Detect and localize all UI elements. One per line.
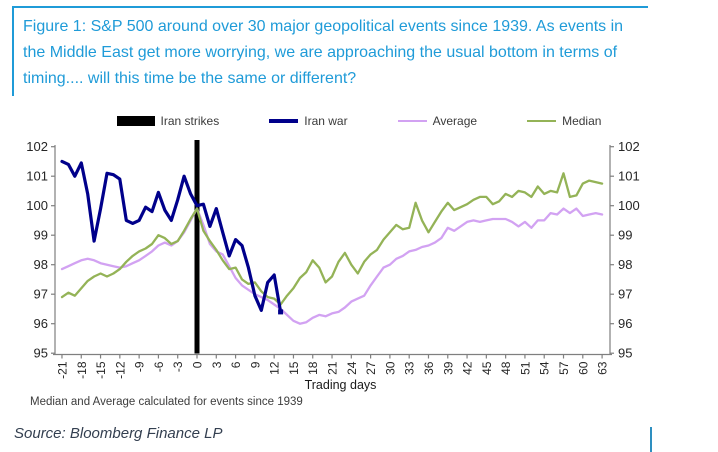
bottom-right-divider xyxy=(650,427,652,452)
legend-item-iran-strikes: Iran strikes xyxy=(116,114,220,128)
legend-label: Iran war xyxy=(304,114,348,128)
chart-legend: Iran strikes Iran war Average Median xyxy=(0,111,718,131)
legend-item-iran-war: Iran war xyxy=(269,114,348,128)
svg-text:97: 97 xyxy=(618,287,632,302)
svg-text:0: 0 xyxy=(191,361,205,368)
svg-text:27: 27 xyxy=(364,361,378,375)
svg-text:96: 96 xyxy=(34,316,48,331)
figure-title-box: Figure 1: S&P 500 around over 30 major g… xyxy=(12,6,648,96)
svg-text:102: 102 xyxy=(26,139,48,154)
svg-text:100: 100 xyxy=(618,198,640,213)
legend-label: Iran strikes xyxy=(160,114,220,128)
legend-item-average: Average xyxy=(397,114,478,128)
svg-text:-6: -6 xyxy=(152,361,166,372)
svg-text:Trading days: Trading days xyxy=(305,378,377,392)
svg-text:12: 12 xyxy=(268,361,282,375)
svg-text:97: 97 xyxy=(34,287,48,302)
legend-label: Median xyxy=(562,114,602,128)
iran-war-swatch xyxy=(269,119,299,123)
chart-footnote: Median and Average calculated for events… xyxy=(30,396,303,408)
svg-text:60: 60 xyxy=(576,361,590,375)
svg-text:-15: -15 xyxy=(94,361,108,379)
svg-text:24: 24 xyxy=(345,361,359,375)
figure-title: Figure 1: S&P 500 around over 30 major g… xyxy=(23,18,624,87)
source-text: Source: Bloomberg Finance LP xyxy=(14,425,223,442)
legend-item-median: Median xyxy=(527,114,601,128)
svg-text:-9: -9 xyxy=(133,361,147,372)
svg-text:39: 39 xyxy=(441,361,455,375)
svg-text:45: 45 xyxy=(480,361,494,375)
svg-text:102: 102 xyxy=(618,139,640,154)
svg-text:51: 51 xyxy=(518,361,532,375)
svg-text:9: 9 xyxy=(248,361,262,368)
svg-text:54: 54 xyxy=(538,361,552,375)
svg-text:42: 42 xyxy=(461,361,475,375)
median-swatch xyxy=(527,119,557,123)
svg-text:15: 15 xyxy=(287,361,301,375)
svg-text:101: 101 xyxy=(26,169,48,184)
svg-text:-21: -21 xyxy=(55,361,69,379)
svg-text:30: 30 xyxy=(383,361,397,375)
svg-text:95: 95 xyxy=(618,346,632,361)
iran-strikes-swatch xyxy=(116,116,155,126)
svg-text:95: 95 xyxy=(34,346,48,361)
average-swatch xyxy=(397,119,427,123)
svg-text:48: 48 xyxy=(499,361,513,375)
svg-text:-18: -18 xyxy=(75,361,89,379)
svg-text:6: 6 xyxy=(229,361,243,368)
svg-text:101: 101 xyxy=(618,169,640,184)
svg-text:-12: -12 xyxy=(113,361,127,379)
svg-text:57: 57 xyxy=(557,361,571,375)
svg-text:33: 33 xyxy=(403,361,417,375)
svg-text:21: 21 xyxy=(326,361,340,375)
svg-text:98: 98 xyxy=(34,257,48,272)
svg-text:99: 99 xyxy=(34,228,48,243)
svg-text:-3: -3 xyxy=(171,361,185,372)
svg-text:63: 63 xyxy=(596,361,610,375)
svg-text:100: 100 xyxy=(26,198,48,213)
svg-text:98: 98 xyxy=(618,257,632,272)
svg-text:96: 96 xyxy=(618,316,632,331)
svg-text:99: 99 xyxy=(618,228,632,243)
svg-text:36: 36 xyxy=(422,361,436,375)
legend-label: Average xyxy=(432,114,478,128)
svg-text:3: 3 xyxy=(210,361,224,368)
svg-text:18: 18 xyxy=(306,361,320,375)
